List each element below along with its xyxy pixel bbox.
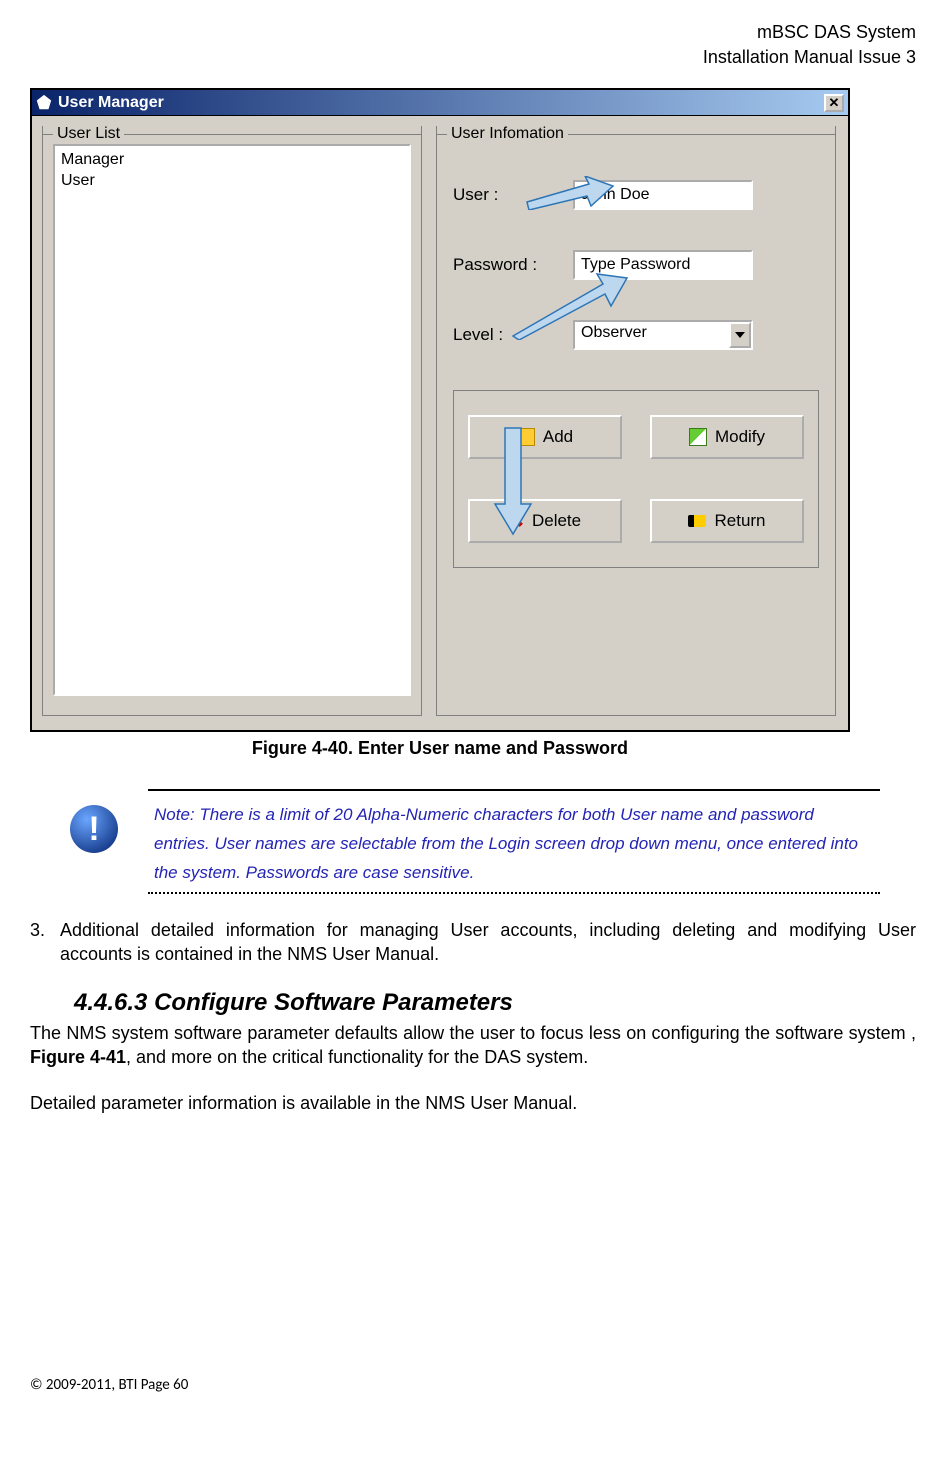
paragraph-3: 3. Additional detailed information for m… — [30, 918, 916, 967]
alert-icon: ! — [70, 805, 118, 853]
window-title: User Manager — [58, 94, 164, 112]
return-label: Return — [714, 511, 765, 531]
p1b: , and more on the critical functionality… — [126, 1047, 588, 1067]
delete-label: Delete — [532, 511, 581, 531]
password-label: Password : — [453, 255, 573, 275]
note-block: ! Note: There is a limit of 20 Alpha-Num… — [70, 789, 896, 894]
user-info-legend: User Infomation — [447, 125, 568, 143]
chevron-down-icon[interactable] — [729, 322, 751, 348]
return-button[interactable]: Return — [650, 499, 804, 543]
section-heading: 4.4.6.3 Configure Software Parameters — [74, 989, 916, 1017]
list-item[interactable]: User — [61, 171, 403, 192]
figure-caption: Figure 4-40. Enter User name and Passwor… — [30, 738, 850, 759]
modify-icon — [689, 428, 707, 446]
paragraph-body-1: The NMS system software parameter defaul… — [30, 1021, 916, 1070]
user-info-group: User Infomation User : Password : — [436, 126, 836, 716]
delete-button[interactable]: ✖ Delete — [468, 499, 622, 543]
modify-label: Modify — [715, 427, 765, 447]
user-list-group: User List Manager User — [42, 126, 422, 716]
note-text: Note: There is a limit of 20 Alpha-Numer… — [148, 789, 880, 894]
add-icon — [517, 428, 535, 446]
user-list[interactable]: Manager User — [53, 144, 411, 696]
add-button[interactable]: Add — [468, 415, 622, 459]
user-list-legend: User List — [53, 125, 124, 143]
user-label: User : — [453, 185, 573, 205]
page-footer: © 2009-2011, BTI Page 60 — [30, 1376, 916, 1394]
page-header: mBSC DAS System Installation Manual Issu… — [30, 20, 916, 70]
button-panel: Add Modify ✖ Delete Return — [453, 390, 819, 568]
user-manager-window: User Manager ✕ User List Manager User Us… — [30, 88, 850, 732]
add-label: Add — [543, 427, 573, 447]
level-label: Level : — [453, 325, 573, 345]
section-number: 4.4.6.3 — [74, 989, 147, 1016]
user-input[interactable] — [573, 180, 753, 210]
header-line2: Installation Manual Issue 3 — [30, 45, 916, 70]
level-value: Observer — [575, 322, 729, 348]
list-number: 3. — [30, 918, 52, 967]
password-input[interactable] — [573, 250, 753, 280]
list-item[interactable]: Manager — [61, 150, 403, 171]
return-icon — [688, 515, 706, 527]
delete-icon: ✖ — [509, 514, 524, 528]
p1a: The NMS system software parameter defaul… — [30, 1023, 916, 1043]
app-icon — [36, 95, 52, 111]
figure-ref: Figure 4-41 — [30, 1047, 126, 1067]
titlebar: User Manager ✕ — [32, 90, 848, 116]
section-title: Configure Software Parameters — [147, 989, 512, 1016]
close-icon[interactable]: ✕ — [824, 94, 844, 112]
paragraph-3-text: Additional detailed information for mana… — [60, 918, 916, 967]
paragraph-body-2: Detailed parameter information is availa… — [30, 1091, 916, 1115]
level-select[interactable]: Observer — [573, 320, 753, 350]
header-line1: mBSC DAS System — [30, 20, 916, 45]
modify-button[interactable]: Modify — [650, 415, 804, 459]
